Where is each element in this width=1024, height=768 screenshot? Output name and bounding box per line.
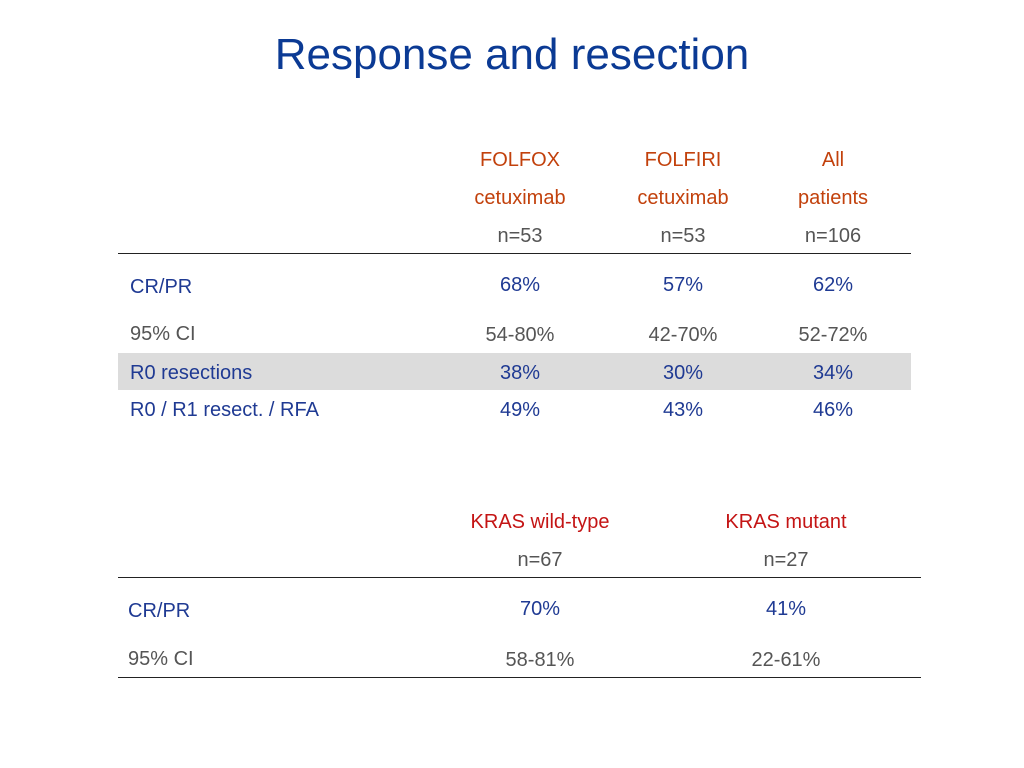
row-label-r0-r1-rfa: R0 / R1 resect. / RFA xyxy=(130,399,319,421)
header-divider xyxy=(118,577,921,578)
table-cell: 30% xyxy=(662,362,704,384)
table-cell: 46% xyxy=(812,399,854,421)
table-cell: 42-70% xyxy=(648,324,718,346)
row-label-95-ci: 95% CI xyxy=(130,323,196,345)
row-label-r0-resections: R0 resections xyxy=(130,362,253,384)
column-header-folfiri: FOLFIRI cetuximab xyxy=(603,141,763,217)
header-divider xyxy=(118,253,911,254)
table-cell: 57% xyxy=(662,274,704,296)
table-cell: 49% xyxy=(499,399,541,421)
column-header-line1: FOLFOX xyxy=(479,149,560,171)
table-cell: 38% xyxy=(499,362,541,384)
table-cell: 68% xyxy=(499,274,541,296)
column-n-folfox: n=53 xyxy=(497,225,543,247)
row-label-95-ci: 95% CI xyxy=(128,648,194,670)
highlight-band xyxy=(118,353,911,390)
table-cell: 41% xyxy=(765,598,807,620)
table-cell: 43% xyxy=(662,399,704,421)
column-n-kras-mutant: n=27 xyxy=(763,549,809,571)
column-header-line2: cetuximab xyxy=(637,187,729,209)
table-cell: 70% xyxy=(519,598,561,620)
table-cell: 52-72% xyxy=(798,324,868,346)
slide-title: Response and resection xyxy=(274,30,750,79)
column-header-line1: FOLFIRI xyxy=(644,149,722,171)
table-cell: 58-81% xyxy=(505,649,575,671)
table-cell: 54-80% xyxy=(485,324,555,346)
column-n-kras-wild-type: n=67 xyxy=(517,549,563,571)
column-header-all-patients: All patients xyxy=(753,141,913,217)
bottom-divider xyxy=(118,677,921,678)
row-label-cr-pr: CR/PR xyxy=(128,600,191,622)
column-header-line2: cetuximab xyxy=(474,187,566,209)
column-n-folfiri: n=53 xyxy=(660,225,706,247)
table-cell: 62% xyxy=(812,274,854,296)
column-header-line2: patients xyxy=(797,187,869,209)
column-n-all: n=106 xyxy=(804,225,862,247)
row-label-cr-pr: CR/PR xyxy=(130,276,193,298)
column-header-folfox: FOLFOX cetuximab xyxy=(440,141,600,217)
column-header-kras-wild-type: KRAS wild-type xyxy=(470,511,610,533)
column-header-line1: All xyxy=(821,149,845,171)
column-header-kras-mutant: KRAS mutant xyxy=(725,511,847,533)
table-cell: 22-61% xyxy=(751,649,821,671)
table-cell: 34% xyxy=(812,362,854,384)
